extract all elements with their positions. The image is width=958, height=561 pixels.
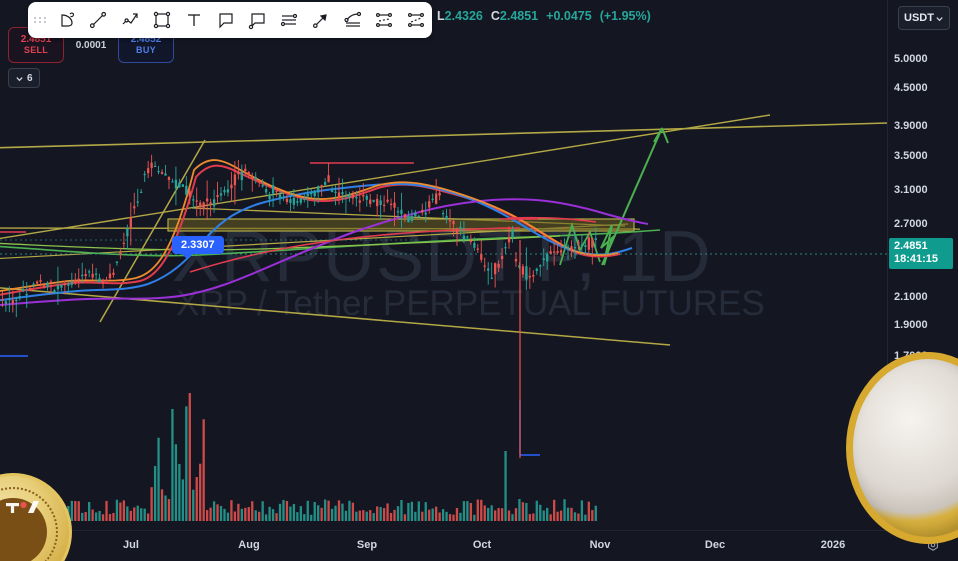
ma-purple-line (0, 198, 649, 306)
legend-close-key: C (490, 9, 500, 23)
time-tick: Oct (472, 539, 492, 551)
legend-change-abs: +0.0475 (546, 9, 592, 23)
ma-lightgreen-line (0, 235, 561, 251)
ma-orange-line (0, 159, 619, 292)
price-tick: 1.7000 (894, 350, 928, 362)
price-tick: 1.0800 (894, 477, 928, 489)
projection-arrow (600, 127, 669, 266)
time-axis[interactable]: Jul Aug Sep Oct Nov Dec 2026 (0, 530, 958, 561)
resistance-arc-1 (189, 227, 521, 273)
ma-green-line (0, 229, 661, 257)
resistance-levels (0, 162, 538, 233)
time-tick: Jul (123, 539, 139, 551)
time-tick: Aug (238, 539, 260, 551)
text-icon[interactable] (178, 3, 210, 37)
price-tick: 3.1000 (894, 184, 928, 196)
legend-low-key: L (437, 9, 445, 23)
toolbar-drag-handle[interactable] (32, 9, 49, 31)
zigzag-arrow-icon[interactable] (114, 3, 146, 37)
drawing-toolbar[interactable] (28, 2, 432, 38)
price-axis[interactable]: 5.0000 4.5000 3.9000 3.5000 3.1000 2.7000 2.10… (887, 0, 958, 531)
chevron-down-icon (936, 16, 943, 21)
ohlc-legend: L2.4326 C2.4851 +0.0475 (+1.95%) (437, 9, 651, 23)
chart-series-svg (0, 114, 888, 521)
currency-value: USDT (904, 12, 934, 24)
trend-line-icon[interactable] (83, 3, 115, 37)
support-levels (0, 355, 540, 456)
resistance-arc-2 (507, 216, 597, 223)
rectangle-icon[interactable] (146, 3, 178, 37)
price-label-bubble[interactable]: 2.3307 (172, 236, 224, 259)
price-tick: 3.5000 (894, 150, 928, 162)
long-position-arrow-icon[interactable] (305, 3, 337, 37)
order-size-stepper[interactable]: 6 (8, 68, 40, 88)
supply-zone-box (167, 218, 635, 232)
legend-change-pct: (+1.95%) (599, 9, 651, 23)
chart-plot-area[interactable]: XRPUSDT.P, 1D XRP / Tether PERPETUAL FUT… (0, 0, 888, 531)
sell-label: SELL (23, 44, 49, 55)
current-price-time: 18:41:15 (894, 252, 939, 265)
chevron-down-icon (16, 76, 23, 81)
buy-price: 2.4852 (130, 34, 162, 46)
sell-price: 2.4851 (20, 34, 52, 46)
time-tick: 2026 (820, 539, 846, 551)
current-price-value: 2.4851 (894, 240, 928, 252)
volume-histogram (0, 393, 597, 521)
buy-label: BUY (136, 44, 156, 55)
current-price-badge: 2.4851 18:41:15 (889, 238, 953, 269)
elliott-wave-icon[interactable] (368, 3, 400, 37)
order-size-value: 6 (27, 72, 33, 84)
price-tick: 1.5000 (894, 385, 928, 397)
callout-icon[interactable] (210, 3, 242, 37)
ma-blue-line (0, 182, 633, 302)
pitchfork-icon[interactable] (337, 3, 369, 37)
tradingview-logo (6, 492, 40, 521)
price-tick: 5.0000 (894, 53, 928, 65)
price-tick: 2.7000 (894, 218, 928, 230)
gann-fan-icon[interactable] (400, 3, 432, 37)
legend-close-value: 2.4851 (499, 9, 539, 23)
price-tick: 1.9000 (894, 319, 928, 331)
currency-select[interactable]: USDT (898, 6, 950, 30)
price-tick: 1.2000 (894, 448, 928, 460)
cursor-brush-icon[interactable] (51, 3, 83, 37)
axis-settings-icon[interactable] (926, 538, 940, 557)
time-tick: Nov (589, 539, 611, 551)
legend-low-value: 2.4326 (444, 9, 483, 23)
price-tick: 0.9800 (894, 503, 928, 515)
price-tick: 4.5000 (894, 82, 928, 94)
price-tick: 2.1000 (894, 291, 928, 303)
horizontal-lines-icon[interactable] (273, 3, 305, 37)
price-tick: 1.3500 (894, 414, 928, 426)
flag-note-icon[interactable] (241, 3, 273, 37)
spread-value: 0.0001 (75, 39, 107, 51)
time-tick: Dec (704, 539, 726, 551)
candlestick-series (0, 154, 597, 318)
price-tick: 3.9000 (894, 120, 928, 132)
time-tick: Sep (356, 539, 378, 551)
